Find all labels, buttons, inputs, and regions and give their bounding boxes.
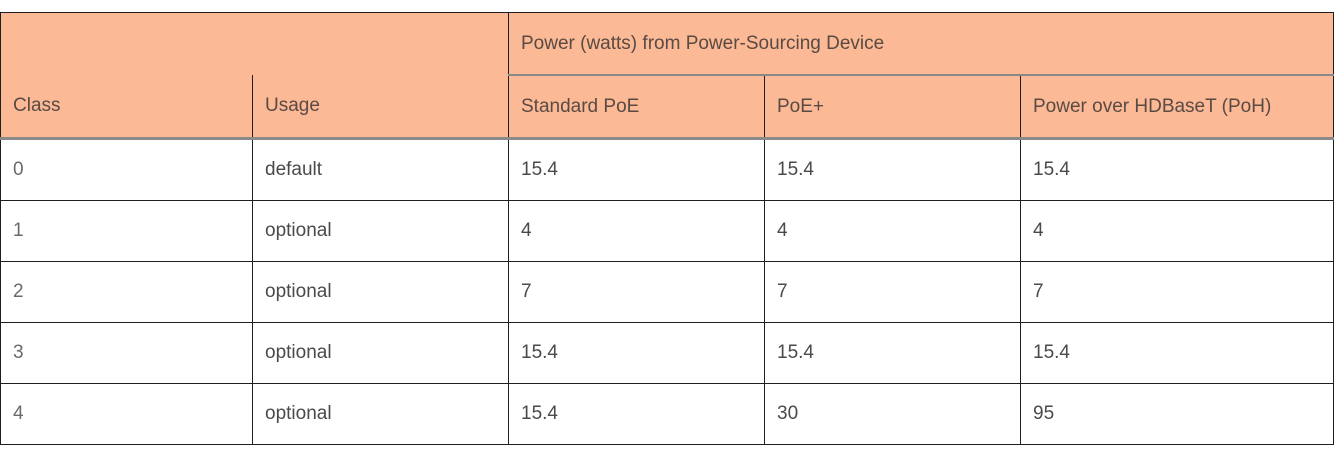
cell-standard-poe: 15.4: [508, 322, 765, 384]
cell-class: 2: [0, 261, 253, 323]
cell-usage: optional: [252, 261, 509, 323]
cell-usage: optional: [252, 200, 509, 262]
cell-usage: optional: [252, 383, 509, 445]
cell-usage: default: [252, 138, 509, 201]
table-row: 3 optional 15.4 15.4 15.4: [0, 322, 1334, 384]
cell-class: 0: [0, 138, 253, 201]
cell-poh: 4: [1020, 200, 1334, 262]
table-row: 1 optional 4 4 4: [0, 200, 1334, 262]
cell-poh: 95: [1020, 383, 1334, 445]
cell-standard-poe: 4: [508, 200, 765, 262]
header-usage: Usage: [252, 75, 509, 140]
header-spacer-class: [0, 12, 253, 75]
table-row: 2 optional 7 7 7: [0, 261, 1334, 323]
header-row-group: Power (watts) from Power-Sourcing Device: [0, 12, 1334, 76]
cell-poe-plus: 30: [764, 383, 1021, 445]
table-header: Power (watts) from Power-Sourcing Device…: [0, 12, 1334, 140]
table-row: 0 default 15.4 15.4 15.4: [0, 138, 1334, 201]
cell-poh: 15.4: [1020, 322, 1334, 384]
cell-class: 4: [0, 383, 253, 445]
header-standard-poe: Standard PoE: [508, 75, 765, 140]
header-row-columns: Class Usage Standard PoE PoE+ Power over…: [0, 75, 1334, 140]
table-row: 4 optional 15.4 30 95: [0, 383, 1334, 445]
header-poh: Power over HDBaseT (PoH): [1020, 75, 1334, 140]
cell-usage: optional: [252, 322, 509, 384]
header-power-group: Power (watts) from Power-Sourcing Device: [508, 12, 1334, 76]
header-poe-plus: PoE+: [764, 75, 1021, 140]
header-class: Class: [0, 75, 253, 140]
cell-class: 3: [0, 322, 253, 384]
cell-poh: 15.4: [1020, 138, 1334, 201]
cell-poh: 7: [1020, 261, 1334, 323]
cell-standard-poe: 7: [508, 261, 765, 323]
cell-standard-poe: 15.4: [508, 383, 765, 445]
power-class-table: Power (watts) from Power-Sourcing Device…: [0, 12, 1334, 445]
header-spacer-usage: [252, 12, 509, 75]
table-body: 0 default 15.4 15.4 15.4 1 optional 4 4 …: [0, 138, 1334, 445]
cell-poe-plus: 15.4: [764, 322, 1021, 384]
cell-poe-plus: 15.4: [764, 138, 1021, 201]
cell-class: 1: [0, 200, 253, 262]
cell-poe-plus: 4: [764, 200, 1021, 262]
cell-poe-plus: 7: [764, 261, 1021, 323]
cell-standard-poe: 15.4: [508, 138, 765, 201]
power-class-table-container: Power (watts) from Power-Sourcing Device…: [0, 12, 1334, 445]
